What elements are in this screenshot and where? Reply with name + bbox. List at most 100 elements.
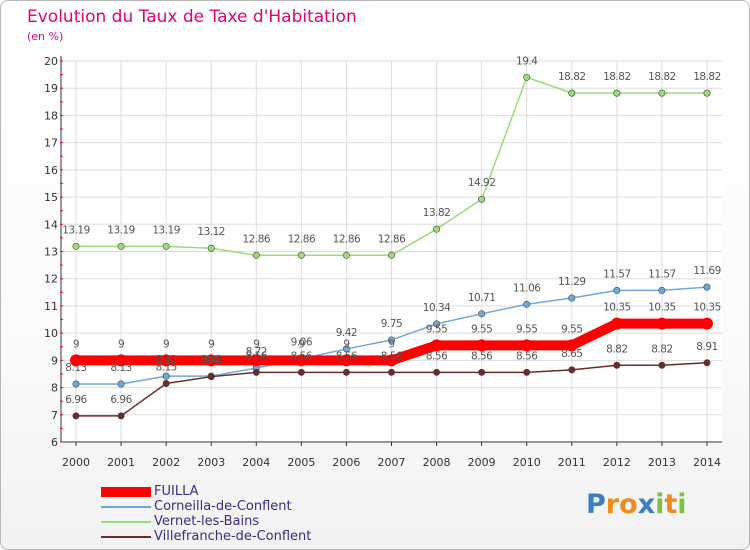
data-label: 8.13 <box>110 362 131 374</box>
data-point <box>117 242 125 250</box>
x-tick-label: 2006 <box>332 456 360 469</box>
data-point <box>701 317 713 330</box>
proxiti-logo: Proxiti <box>586 489 687 520</box>
x-tick-label: 2008 <box>423 456 451 469</box>
y-tick-label: 13 <box>44 246 58 259</box>
data-label: 13.82 <box>423 207 451 219</box>
data-point <box>387 368 395 376</box>
data-label: 12.86 <box>333 233 361 245</box>
data-point <box>297 251 305 259</box>
data-label: 13.19 <box>152 224 180 236</box>
data-point <box>115 354 128 367</box>
data-label: 12.86 <box>288 233 316 245</box>
data-point <box>297 368 305 376</box>
data-label: 8.42 <box>155 354 176 366</box>
data-label: 9 <box>388 338 394 350</box>
data-label: 18.82 <box>693 71 721 83</box>
x-tick-label: 2007 <box>378 456 406 469</box>
data-point <box>610 317 623 330</box>
y-tick-label: 19 <box>44 82 58 95</box>
data-point <box>478 195 486 203</box>
y-tick-label: 20 <box>44 55 58 68</box>
logo-letter: i <box>655 489 665 520</box>
data-label: 8.56 <box>426 350 448 362</box>
y-tick-label: 9 <box>51 354 58 367</box>
data-point <box>433 368 441 376</box>
logo-letter: P <box>586 489 606 520</box>
data-label: 9 <box>298 338 304 350</box>
data-label: 9 <box>73 338 79 350</box>
data-label: 9.75 <box>381 318 402 330</box>
data-label: 10.35 <box>648 302 676 314</box>
data-label: 9.55 <box>561 323 582 335</box>
data-label: 6.96 <box>110 394 132 406</box>
data-point <box>523 73 531 81</box>
data-point <box>523 368 531 376</box>
y-tick-label: 11 <box>44 300 58 313</box>
logo-letter: i <box>677 489 687 520</box>
data-point <box>252 251 260 259</box>
data-point <box>162 372 170 380</box>
data-point <box>433 320 441 328</box>
data-label: 13.19 <box>62 224 90 236</box>
data-point <box>658 286 666 294</box>
x-tick-label: 2009 <box>468 456 496 469</box>
x-tick-label: 2005 <box>287 456 315 469</box>
x-tick-label: 2011 <box>558 456 586 469</box>
data-label: 10.35 <box>603 302 631 314</box>
data-point <box>117 412 125 420</box>
x-tick-label: 2001 <box>107 456 135 469</box>
data-label: 10.34 <box>423 302 451 314</box>
y-tick-label: 16 <box>44 164 58 177</box>
logo-letter: t <box>664 489 678 520</box>
data-point <box>430 339 443 352</box>
data-label: 8.82 <box>651 343 672 355</box>
data-label: 12.86 <box>243 233 271 245</box>
data-point <box>478 368 486 376</box>
data-point <box>205 354 218 367</box>
chart-subtitle: (en %) <box>27 30 64 43</box>
data-label: 9.55 <box>516 323 537 335</box>
x-tick-label: 2004 <box>242 456 270 469</box>
data-label: 9 <box>343 338 349 350</box>
data-point <box>703 283 711 291</box>
data-point <box>162 242 170 250</box>
data-point <box>703 359 711 367</box>
data-point <box>250 354 263 367</box>
data-point <box>613 89 621 97</box>
y-tick-label: 18 <box>44 109 58 122</box>
legend-swatch <box>101 521 151 523</box>
data-label: 9.42 <box>336 327 357 339</box>
data-label: 8.13 <box>65 362 86 374</box>
x-tick-label: 2012 <box>603 456 631 469</box>
data-label: 18.82 <box>558 71 586 83</box>
data-label: 11.57 <box>603 268 631 280</box>
data-point <box>160 354 173 367</box>
data-point <box>568 366 576 374</box>
legend-swatch <box>101 487 151 497</box>
legend-swatch <box>101 506 151 508</box>
data-point <box>520 339 533 352</box>
data-label: 18.82 <box>603 71 631 83</box>
data-point <box>565 339 578 352</box>
data-label: 14.92 <box>468 177 496 189</box>
data-label: 9.06 <box>291 337 313 349</box>
data-label: 8.91 <box>696 341 717 353</box>
data-point <box>207 373 215 381</box>
data-point <box>433 225 441 233</box>
y-tick-label: 7 <box>51 409 58 422</box>
data-label: 13.12 <box>197 226 225 238</box>
data-label: 11.57 <box>648 268 676 280</box>
data-label: 8.56 <box>246 350 268 362</box>
data-label: 8.56 <box>516 350 538 362</box>
data-label: 10.71 <box>468 292 496 304</box>
data-point <box>117 380 125 388</box>
y-tick-label: 14 <box>44 218 58 231</box>
y-tick-label: 15 <box>44 191 58 204</box>
y-tick-label: 12 <box>44 273 58 286</box>
x-tick-label: 2000 <box>62 456 90 469</box>
data-point <box>568 89 576 97</box>
y-tick-label: 8 <box>51 382 58 395</box>
data-label: 8.42 <box>201 354 222 366</box>
data-point <box>207 244 215 252</box>
